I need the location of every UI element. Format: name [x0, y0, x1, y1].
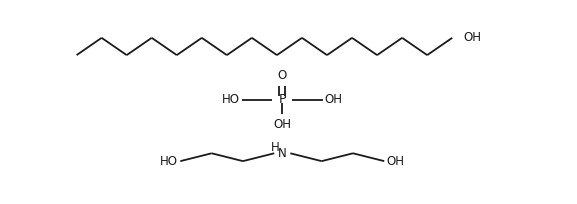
Text: OH: OH: [325, 93, 343, 106]
Text: OH: OH: [273, 118, 291, 131]
Text: OH: OH: [463, 31, 481, 44]
Text: HO: HO: [222, 93, 240, 106]
Text: OH: OH: [387, 155, 404, 168]
Text: HO: HO: [160, 155, 178, 168]
Text: N: N: [278, 147, 287, 160]
Text: H: H: [271, 141, 280, 154]
Text: P: P: [279, 93, 286, 106]
Text: O: O: [278, 69, 287, 82]
